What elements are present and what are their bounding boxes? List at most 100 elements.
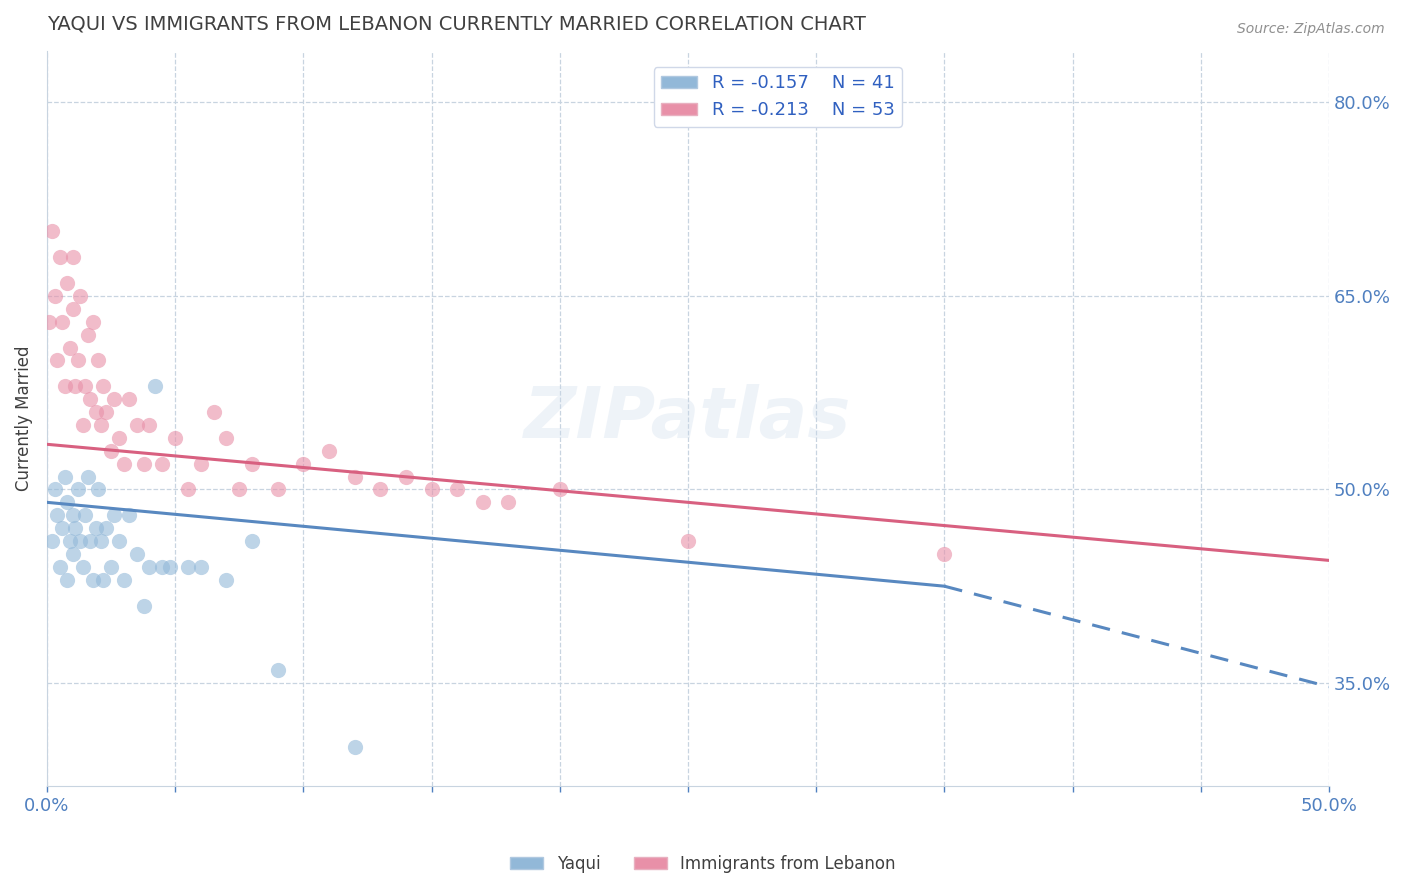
Point	[190, 457, 212, 471]
Point	[177, 483, 200, 497]
Point	[62, 547, 84, 561]
Point	[420, 483, 443, 497]
Point	[107, 431, 129, 445]
Point	[66, 353, 89, 368]
Point	[90, 417, 112, 432]
Point	[103, 392, 125, 406]
Point	[38, 315, 60, 329]
Point	[69, 289, 91, 303]
Point	[75, 508, 97, 523]
Point	[190, 559, 212, 574]
Point	[100, 443, 122, 458]
Text: ZIPatlas: ZIPatlas	[524, 384, 852, 453]
Text: YAQUI VS IMMIGRANTS FROM LEBANON CURRENTLY MARRIED CORRELATION CHART: YAQUI VS IMMIGRANTS FROM LEBANON CURRENT…	[46, 15, 866, 34]
Point	[150, 559, 173, 574]
Point	[79, 534, 101, 549]
Point	[59, 341, 82, 355]
Point	[471, 495, 494, 509]
Point	[177, 559, 200, 574]
Point	[87, 353, 110, 368]
Point	[82, 315, 104, 329]
Point	[202, 405, 225, 419]
Point	[143, 379, 166, 393]
Point	[41, 534, 63, 549]
Point	[44, 289, 66, 303]
Point	[94, 521, 117, 535]
Point	[292, 457, 315, 471]
Text: Source: ZipAtlas.com: Source: ZipAtlas.com	[1237, 22, 1385, 37]
Y-axis label: Currently Married: Currently Married	[15, 346, 32, 491]
Point	[72, 559, 94, 574]
Point	[53, 379, 76, 393]
Point	[103, 508, 125, 523]
Point	[368, 483, 391, 497]
Point	[150, 457, 173, 471]
Point	[56, 276, 79, 290]
Point	[77, 469, 100, 483]
Point	[51, 521, 73, 535]
Point	[46, 508, 69, 523]
Point	[498, 495, 520, 509]
Point	[62, 250, 84, 264]
Point	[62, 508, 84, 523]
Point	[107, 534, 129, 549]
Point	[53, 469, 76, 483]
Point	[84, 405, 107, 419]
Point	[343, 469, 366, 483]
Point	[934, 547, 956, 561]
Point	[84, 521, 107, 535]
Point	[63, 521, 86, 535]
Point	[125, 547, 148, 561]
Point	[112, 457, 135, 471]
Point	[446, 483, 468, 497]
Point	[266, 663, 288, 677]
Point	[59, 534, 82, 549]
Point	[94, 405, 117, 419]
Point	[44, 483, 66, 497]
Point	[125, 417, 148, 432]
Point	[62, 301, 84, 316]
Point	[77, 327, 100, 342]
Point	[75, 379, 97, 393]
Point	[56, 495, 79, 509]
Point	[112, 573, 135, 587]
Point	[134, 599, 156, 613]
Point	[82, 573, 104, 587]
Point	[676, 534, 699, 549]
Point	[165, 431, 187, 445]
Legend: Yaqui, Immigrants from Lebanon: Yaqui, Immigrants from Lebanon	[503, 848, 903, 880]
Point	[41, 224, 63, 238]
Point	[215, 431, 238, 445]
Point	[159, 559, 181, 574]
Point	[90, 534, 112, 549]
Point	[48, 250, 70, 264]
Point	[395, 469, 418, 483]
Point	[100, 559, 122, 574]
Point	[51, 315, 73, 329]
Point	[118, 392, 141, 406]
Point	[66, 483, 89, 497]
Point	[266, 483, 288, 497]
Point	[118, 508, 141, 523]
Point	[79, 392, 101, 406]
Point	[56, 573, 79, 587]
Point	[69, 534, 91, 549]
Point	[240, 457, 263, 471]
Point	[48, 559, 70, 574]
Point	[138, 417, 160, 432]
Point	[138, 559, 160, 574]
Point	[548, 483, 571, 497]
Point	[87, 483, 110, 497]
Legend: R = -0.157    N = 41, R = -0.213    N = 53: R = -0.157 N = 41, R = -0.213 N = 53	[654, 67, 901, 127]
Point	[46, 353, 69, 368]
Point	[91, 379, 114, 393]
Point	[318, 443, 340, 458]
Point	[134, 457, 156, 471]
Point	[343, 740, 366, 755]
Point	[91, 573, 114, 587]
Point	[228, 483, 250, 497]
Point	[72, 417, 94, 432]
Point	[63, 379, 86, 393]
Point	[240, 534, 263, 549]
Point	[215, 573, 238, 587]
